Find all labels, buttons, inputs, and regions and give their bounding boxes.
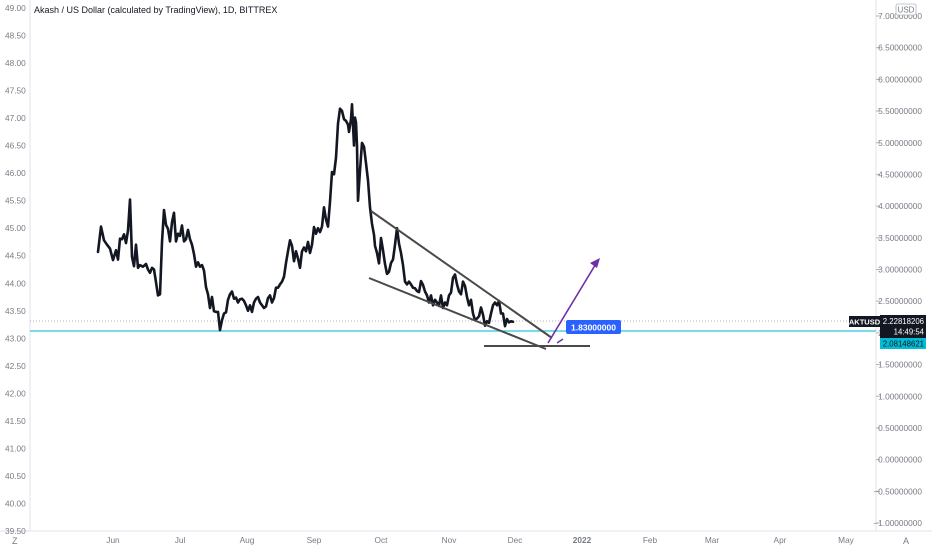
left-axis-tick-label: 46.00 (5, 168, 26, 178)
right-axis-tick-label: 0.00000000 (878, 455, 922, 465)
left-axis-tick-label: 43.00 (5, 333, 26, 343)
chart-title: Akash / US Dollar (calculated by Trading… (34, 5, 278, 15)
right-axis-tick-label: 3.50000000 (878, 233, 922, 243)
left-axis-tick-label: 46.50 (5, 141, 26, 151)
left-axis-tick-label: 40.50 (5, 471, 26, 481)
support-price-label-bg (880, 338, 926, 349)
right-axis-tick-label: 6.50000000 (878, 43, 922, 53)
left-axis-tick-label: 45.00 (5, 223, 26, 233)
symbol-label-bg (849, 316, 880, 327)
left-axis-tick-label: 44.50 (5, 251, 26, 261)
target-arrow-line (547, 261, 598, 344)
x-axis-tick-label: Dec (508, 535, 523, 545)
x-axis-tick-label: Aug (240, 535, 255, 545)
support-price-label: 2.08148621 (883, 340, 924, 349)
left-axis-tick-label: 49.00 (5, 3, 26, 13)
price-line (96, 103, 515, 332)
x-axis-tick-label: Nov (442, 535, 458, 545)
target-price-label-bg (566, 320, 621, 334)
currency-badge (895, 3, 917, 16)
right-axis-tick-label: 1.00000000 (878, 391, 922, 401)
right-axis-tick-label: 2.50000000 (878, 296, 922, 306)
right-axis-tick-label: −0.50000000 (873, 486, 922, 496)
current-price-label: 2.22818206 (883, 317, 924, 326)
right-axis-tick-label: 5.00000000 (878, 138, 922, 148)
lower-trendline (368, 277, 547, 350)
left-axis-tick-label: 42.00 (5, 388, 26, 398)
right-axis-tick-label: 3.00000000 (878, 265, 922, 275)
right-axis-tick-label: 0.50000000 (878, 423, 922, 433)
x-axis-tick-label: Jun (106, 535, 120, 545)
left-axis-tick-label: 41.00 (5, 443, 26, 453)
x-axis-tick-label: May (838, 535, 855, 545)
target-arrow-tick (556, 338, 564, 344)
left-axis-tick-label: 40.00 (5, 498, 26, 508)
left-axis-tick-label: 47.00 (5, 113, 26, 123)
left-axis-tick-label: 47.50 (5, 86, 26, 96)
x-axis-tick-label: Oct (375, 535, 389, 545)
target-price-label: 1.83000000 (571, 323, 616, 333)
right-axis-tick-label: 4.00000000 (878, 201, 922, 211)
right-axis-tick-label: 5.50000000 (878, 106, 922, 116)
left-axis-tick-label: 43.50 (5, 306, 26, 316)
right-axis-tick-label: 6.00000000 (878, 74, 922, 84)
upper-trendline (370, 210, 553, 339)
right-axis-tick-label: 4.50000000 (878, 169, 922, 179)
left-axis-tick-label: 48.50 (5, 31, 26, 41)
log-scale-toggle-button[interactable]: Z (12, 536, 18, 546)
right-axis-tick-label: 7.00000000 (878, 11, 922, 21)
left-axis-tick-label: 45.50 (5, 196, 26, 206)
right-axis-tick-label: −1.00000000 (873, 518, 922, 528)
auto-scale-toggle-button[interactable]: A (903, 536, 910, 546)
x-axis-tick-label: 2022 (573, 535, 592, 545)
countdown-label: 14:49:54 (894, 328, 925, 337)
right-axis-tick-label: 1.50000000 (878, 360, 922, 370)
x-axis-tick-label: Apr (774, 535, 787, 545)
left-axis-tick-label: 42.50 (5, 361, 26, 371)
x-axis-tick-label: Sep (307, 535, 322, 545)
target-arrow-head (590, 258, 600, 268)
currency-label: USD (898, 6, 915, 15)
x-axis-tick-label: Jul (175, 535, 186, 545)
current-price-label-bg (880, 315, 926, 338)
left-axis-tick-label: 41.50 (5, 416, 26, 426)
x-axis-tick-label: Mar (705, 535, 720, 545)
left-axis-tick-label: 48.00 (5, 58, 26, 68)
left-axis-tick-label: 44.00 (5, 278, 26, 288)
symbol-label: AKTUSD (849, 318, 881, 327)
x-axis-tick-label: Feb (643, 535, 658, 545)
left-axis-tick-label: 39.50 (5, 526, 26, 536)
